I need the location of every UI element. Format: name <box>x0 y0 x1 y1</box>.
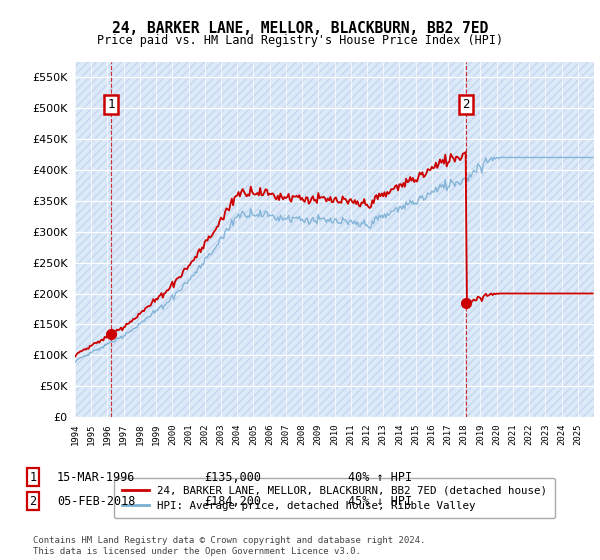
Text: 15-MAR-1996: 15-MAR-1996 <box>57 470 136 484</box>
Text: 1: 1 <box>29 470 37 484</box>
Text: 40% ↑ HPI: 40% ↑ HPI <box>348 470 412 484</box>
Legend: 24, BARKER LANE, MELLOR, BLACKBURN, BB2 7ED (detached house), HPI: Average price: 24, BARKER LANE, MELLOR, BLACKBURN, BB2 … <box>114 478 555 519</box>
Text: 45% ↓ HPI: 45% ↓ HPI <box>348 494 412 508</box>
Text: 2: 2 <box>29 494 37 508</box>
Text: 05-FEB-2018: 05-FEB-2018 <box>57 494 136 508</box>
Text: £184,200: £184,200 <box>204 494 261 508</box>
Text: 2: 2 <box>462 98 469 111</box>
Text: £135,000: £135,000 <box>204 470 261 484</box>
Text: Price paid vs. HM Land Registry's House Price Index (HPI): Price paid vs. HM Land Registry's House … <box>97 34 503 46</box>
Text: Contains HM Land Registry data © Crown copyright and database right 2024.
This d: Contains HM Land Registry data © Crown c… <box>33 536 425 556</box>
Text: 24, BARKER LANE, MELLOR, BLACKBURN, BB2 7ED: 24, BARKER LANE, MELLOR, BLACKBURN, BB2 … <box>112 21 488 36</box>
Text: 1: 1 <box>107 98 115 111</box>
